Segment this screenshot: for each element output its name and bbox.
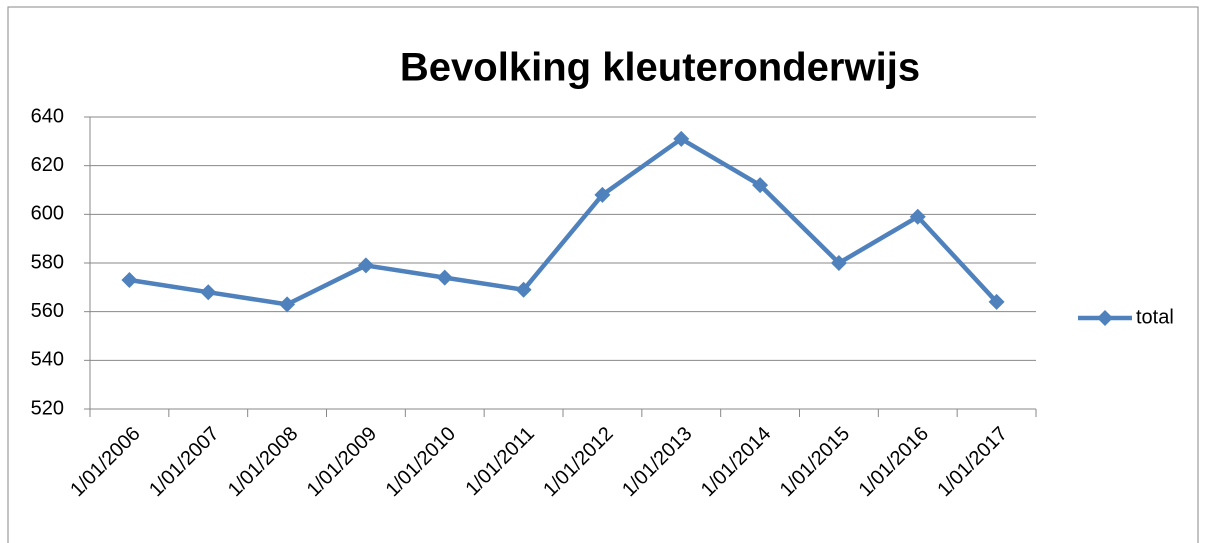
line-series (129, 136, 999, 307)
data-point (200, 284, 217, 301)
data-point (436, 269, 453, 286)
x-tick-label: 1/01/2012 (539, 423, 617, 501)
data-point (673, 130, 690, 147)
x-tick-label: 1/01/2017 (933, 423, 1011, 501)
data-point (988, 293, 1005, 310)
x-tick-label: 1/01/2010 (382, 423, 460, 501)
chart-title: Bevolking kleuteronderwijs (400, 46, 920, 90)
data-point (909, 208, 926, 225)
legend-label: total (1136, 306, 1174, 328)
y-tick-label: 620 (31, 154, 64, 176)
y-tick-label: 560 (31, 300, 64, 322)
x-tick-label: 1/01/2016 (855, 423, 933, 501)
x-tick-label: 1/01/2007 (145, 423, 223, 501)
data-point (357, 257, 374, 274)
data-point (594, 186, 611, 203)
data-point (121, 272, 138, 289)
x-tick-label: 1/01/2009 (303, 423, 381, 501)
y-tick-label: 520 (31, 397, 64, 419)
x-tick-label: 1/01/2015 (776, 423, 854, 501)
y-tick-label: 540 (31, 349, 64, 371)
chart-frame (7, 6, 1199, 543)
data-point (752, 177, 769, 194)
x-tick-label: 1/01/2006 (66, 423, 144, 501)
y-tick-label: 640 (31, 105, 64, 127)
y-tick-label: 600 (31, 203, 64, 225)
x-tick-label: 1/01/2013 (618, 423, 696, 501)
data-point (515, 281, 532, 298)
data-point (279, 296, 296, 313)
data-point (830, 255, 847, 271)
x-tick-label: 1/01/2008 (224, 423, 302, 501)
y-tick-label: 580 (31, 251, 64, 273)
legend-marker (1097, 310, 1113, 326)
x-tick-label: 1/01/2014 (697, 423, 775, 501)
x-tick-label: 1/01/2011 (461, 423, 538, 500)
